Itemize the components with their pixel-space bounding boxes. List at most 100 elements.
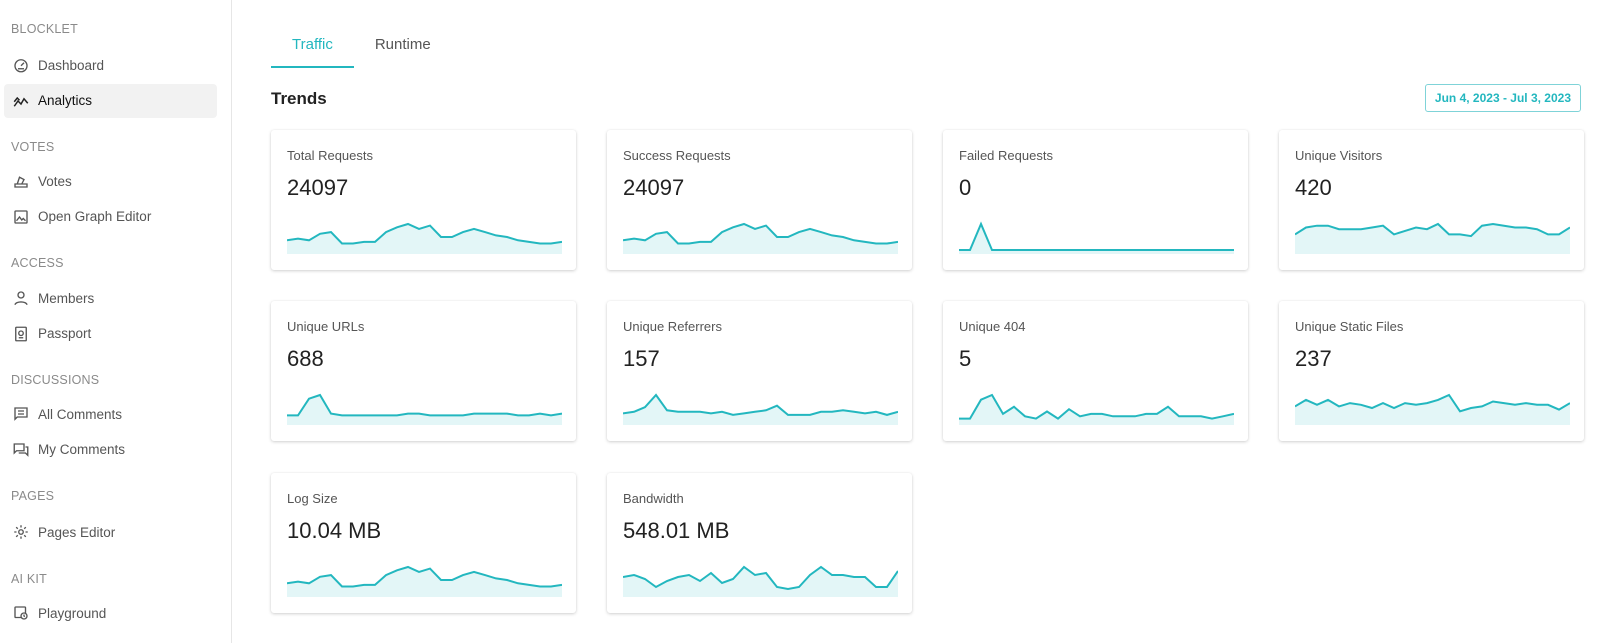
gear-icon: [12, 523, 30, 541]
sparkline-line: [287, 565, 562, 588]
sparkline-chart: [287, 393, 562, 425]
sparkline-area: [287, 395, 562, 425]
tab-traffic[interactable]: Traffic: [271, 26, 354, 68]
passport-icon: [12, 325, 30, 343]
person-icon: [12, 289, 30, 307]
comments-icon: [12, 441, 30, 459]
image-icon: [12, 208, 30, 226]
metric-value: 548.01 MB: [623, 518, 730, 543]
section-title-access: ACCESS: [11, 256, 64, 270]
sparkline-line: [623, 222, 898, 245]
sparkline-area: [1295, 224, 1570, 254]
metric-card-total-requests: Total Requests 24097: [271, 130, 576, 270]
metric-card-unique-urls: Unique URLs 688: [271, 301, 576, 441]
metric-card-unique-static-files: Unique Static Files 237: [1279, 301, 1584, 441]
analytics-icon: [12, 92, 30, 110]
sidebar-item-label: Passport: [38, 326, 92, 341]
metric-card-bandwidth: Bandwidth 548.01 MB: [607, 473, 912, 613]
metric-label: Log Size: [287, 491, 338, 506]
sparkline-area: [287, 567, 562, 597]
sparkline-line: [1295, 222, 1570, 238]
sidebar-item-playground[interactable]: Playground: [4, 596, 217, 630]
sidebar-item-all-comments[interactable]: All Comments: [4, 397, 217, 431]
sparkline-area: [1295, 395, 1570, 425]
sparkline-area: [623, 567, 898, 597]
sparkline-area: [287, 224, 562, 254]
sidebar-item-label: Pages Editor: [38, 524, 116, 540]
tab-bar: Traffic Runtime: [271, 26, 452, 68]
sidebar-item-label: Members: [38, 290, 95, 306]
sparkline-chart: [623, 565, 898, 597]
section-title-discussions: DISCUSSIONS: [11, 373, 100, 387]
sparkline-line: [287, 222, 562, 245]
trends-title: Trends: [271, 89, 327, 108]
sidebar-item-label: Votes: [38, 173, 72, 189]
metric-label: Unique Referrers: [623, 319, 722, 334]
metric-card-unique-visitors: Unique Visitors 420: [1279, 130, 1584, 270]
tab-runtime[interactable]: Runtime: [374, 36, 431, 53]
sparkline-line: [623, 393, 898, 416]
sidebar-item-dashboard[interactable]: Dashboard: [4, 48, 217, 82]
sparkline-area: [623, 395, 898, 425]
metric-label: Total Requests: [287, 148, 373, 163]
metric-card-success-requests: Success Requests 24097: [607, 130, 912, 270]
metric-value: 10.04 MB: [287, 518, 382, 543]
sparkline-line: [287, 393, 562, 417]
metric-value: 237: [1295, 346, 1332, 371]
metric-card-failed-requests: Failed Requests 0: [943, 130, 1248, 270]
sparkline-chart: [1295, 393, 1570, 425]
sidebar-item-my-comments[interactable]: My Comments: [4, 433, 217, 467]
sparkline-area: [623, 224, 898, 254]
date-range-button[interactable]: Jun 4, 2023 - Jul 3, 2023: [1424, 84, 1581, 112]
sidebar-item-members[interactable]: Members: [4, 281, 217, 315]
vote-icon: [12, 172, 30, 190]
sidebar-item-open-graph-editor[interactable]: Open Graph Editor: [4, 200, 217, 234]
metric-label: Unique Static Files: [1295, 319, 1404, 334]
sparkline-chart: [959, 221, 1234, 254]
main-content: Traffic Runtime Trends Jun 4, 2023 - Jul…: [232, 0, 1600, 643]
sidebar: BLOCKLET Dashboard Analytics VOTES Votes Open…: [0, 0, 232, 643]
metric-value: 0: [959, 175, 972, 200]
metric-value: 5: [959, 346, 972, 371]
sparkline-line: [959, 221, 1234, 251]
sidebar-item-analytics[interactable]: Analytics: [4, 83, 217, 118]
sparkline-line: [1295, 393, 1570, 413]
sidebar-item-label: My Comments: [38, 442, 126, 457]
metric-value: 420: [1295, 175, 1332, 200]
sparkline-chart: [1295, 222, 1570, 254]
metric-label: Success Requests: [623, 148, 731, 163]
sparkline-line: [959, 393, 1234, 420]
sidebar-item-label: Analytics: [38, 93, 93, 108]
playground-icon: [12, 604, 30, 622]
sparkline-chart: [623, 222, 898, 254]
sparkline-chart: [623, 393, 898, 425]
comment-icon: [12, 405, 30, 423]
metric-label: Failed Requests: [959, 148, 1053, 163]
metric-label: Unique 404: [959, 319, 1026, 334]
metric-card-unique-referrers: Unique Referrers 157: [607, 301, 912, 441]
sparkline-line: [623, 565, 898, 591]
sidebar-item-label: Playground: [38, 605, 107, 621]
metric-value: 688: [287, 346, 324, 371]
metric-card-unique-404: Unique 404 5: [943, 301, 1248, 441]
dashboard-icon: [12, 56, 30, 74]
section-title-blocklet: BLOCKLET: [11, 22, 78, 36]
sparkline-chart: [287, 565, 562, 597]
metric-value: 24097: [623, 175, 685, 200]
sparkline-chart: [287, 222, 562, 254]
section-title-pages: PAGES: [11, 489, 55, 503]
section-title-ai-kit: AI KIT: [11, 572, 47, 586]
metric-label: Unique URLs: [287, 319, 365, 334]
sidebar-item-passport[interactable]: Passport: [4, 317, 217, 351]
sidebar-item-label: Dashboard: [38, 57, 105, 73]
metric-value: 24097: [287, 175, 349, 200]
metric-label: Bandwidth: [623, 491, 684, 506]
metric-value: 157: [623, 346, 660, 371]
sparkline-chart: [959, 393, 1234, 425]
metric-card-log-size: Log Size 10.04 MB: [271, 473, 576, 613]
sidebar-item-label: All Comments: [38, 406, 123, 422]
sidebar-item-label: Open Graph Editor: [38, 209, 152, 224]
sidebar-item-votes[interactable]: Votes: [4, 164, 217, 198]
sidebar-item-pages-editor[interactable]: Pages Editor: [4, 515, 217, 549]
metric-label: Unique Visitors: [1295, 148, 1383, 163]
